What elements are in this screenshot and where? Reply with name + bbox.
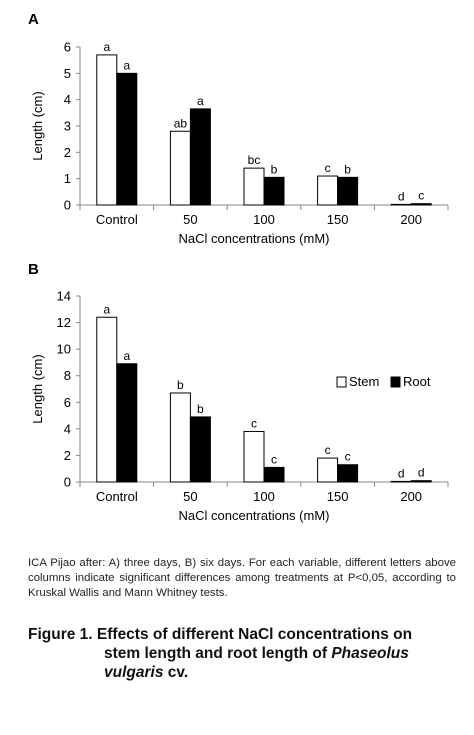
x-tick-label: Control [96,489,138,504]
panel-label: B [28,261,39,278]
y-tick-label: 2 [64,145,71,160]
bar-stem [243,431,265,483]
significance-letter: b [271,162,278,176]
significance-letter: d [398,189,405,203]
panel-label: A [28,11,39,28]
y-tick-label: 1 [64,171,71,186]
significance-letter: a [103,302,110,316]
figure-title: Figure 1. Effects of different NaCl conc… [28,625,468,682]
bar-stem [96,54,118,206]
figure-title-line1: Figure 1. Effects of different NaCl conc… [28,626,413,643]
significance-letter: c [418,189,424,203]
x-tick-label: 50 [183,212,197,227]
bar-stem [243,167,265,206]
y-tick-label: 14 [57,289,71,304]
bar-root [189,108,211,206]
bar-root [116,72,138,206]
figure-title-line2: stem length and root length of Phaseolus [28,644,468,663]
bar-stem [390,480,412,483]
x-tick-label: 150 [327,489,349,504]
bar-root [263,466,285,483]
y-tick-label: 8 [64,368,71,383]
significance-letter: a [123,349,130,363]
x-tick-label: 100 [253,489,275,504]
significance-letter: c [271,452,277,466]
x-tick-label: 200 [400,212,422,227]
bar-root [337,176,359,206]
legend-swatch-root [390,376,401,388]
bar-root [116,363,138,483]
bar-root [189,416,211,483]
figure-caption: ICA Pijao after: A) three days, B) six d… [28,557,456,599]
bar-stem [317,175,339,206]
y-tick-label: 4 [64,92,71,107]
x-tick-label: 150 [327,212,349,227]
significance-letter: b [197,402,204,416]
y-axis-title: Length (cm) [30,354,45,423]
y-tick-label: 0 [64,475,71,490]
figure-title-line3: vulgaris cv. [28,663,468,682]
y-tick-label: 2 [64,448,71,463]
significance-letter: a [103,40,110,54]
bar-stem [390,203,412,206]
x-axis-title: NaCl concentrations (mM) [179,231,330,246]
significance-letter: c [325,443,331,457]
legend-swatch-stem [336,376,347,388]
y-tick-label: 5 [64,66,71,81]
bar-root [337,464,359,483]
y-tick-label: 12 [57,315,71,330]
x-tick-label: 200 [400,489,422,504]
x-tick-label: Control [96,212,138,227]
bar-stem [317,457,339,483]
species-genus: Phaseolus [331,645,409,662]
legend-label-root: Root [403,374,431,389]
y-tick-label: 3 [64,119,71,134]
y-tick-label: 4 [64,421,71,436]
bar-stem [169,392,191,483]
significance-letter: c [325,161,331,175]
significance-letter: d [398,466,405,480]
species-epithet: vulgaris [104,664,164,681]
bar-stem [96,316,118,483]
significance-letter: a [123,58,130,72]
significance-letter: ab [174,116,188,130]
significance-letter: bc [248,153,261,167]
significance-letter: a [197,94,204,108]
bar-stem [169,130,191,206]
significance-letter: c [345,450,351,464]
bar-root [410,203,432,206]
figure-title-suffix: cv. [163,664,189,681]
y-axis-title: Length (cm) [30,91,45,160]
y-tick-label: 6 [64,395,71,410]
x-axis-title: NaCl concentrations (mM) [179,508,330,523]
significance-letter: c [251,417,257,431]
legend: Stem Root [336,374,431,389]
y-tick-label: 0 [64,198,71,213]
y-tick-label: 6 [64,40,71,55]
bar-root [263,176,285,206]
significance-letter: b [344,162,351,176]
x-tick-label: 100 [253,212,275,227]
bar-root [410,480,432,483]
legend-label-stem: Stem [349,374,379,389]
y-tick-label: 10 [57,342,71,357]
significance-letter: b [177,378,184,392]
significance-letter: d [418,466,425,480]
figure-title-text: stem length and root length of [104,645,332,662]
x-tick-label: 50 [183,489,197,504]
